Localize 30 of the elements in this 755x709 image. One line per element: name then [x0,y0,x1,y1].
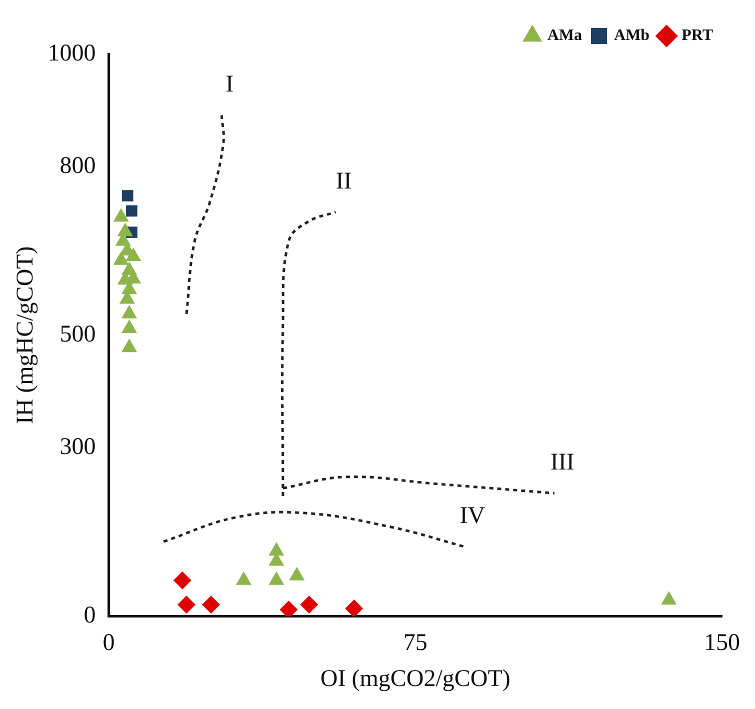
y-tick-label: 800 [60,152,96,179]
x-axis-title: OI (mgCO2/gCOT) [320,666,510,692]
point [289,566,305,580]
y-tick-label: 0 [84,602,96,629]
series-label: I [226,72,234,98]
series-label: II [336,168,352,194]
series-label: IV [460,502,486,529]
point [126,247,142,261]
point [268,571,284,585]
point [113,251,129,265]
y-axis-title: IH (mgHC/gCOT) [12,246,39,424]
point [661,591,677,605]
x-tick-label: 0 [102,630,115,656]
series-label: III [550,450,574,476]
point [236,571,252,585]
legend-label: AMb [614,27,650,44]
y-tick-label: 1000 [48,40,96,66]
point [345,600,364,616]
point [113,208,129,222]
y-tick-label: 300 [60,434,96,460]
point [268,542,284,556]
x-tick-label: 75 [403,630,428,656]
point [121,338,138,352]
line-series [185,114,225,316]
x-tick-label: 150 [704,630,740,656]
y-tick-label: 500 [60,321,96,348]
legend-label: PRT [682,27,714,44]
point [121,319,138,333]
point [121,304,138,318]
legend-label: AMa [547,27,582,44]
